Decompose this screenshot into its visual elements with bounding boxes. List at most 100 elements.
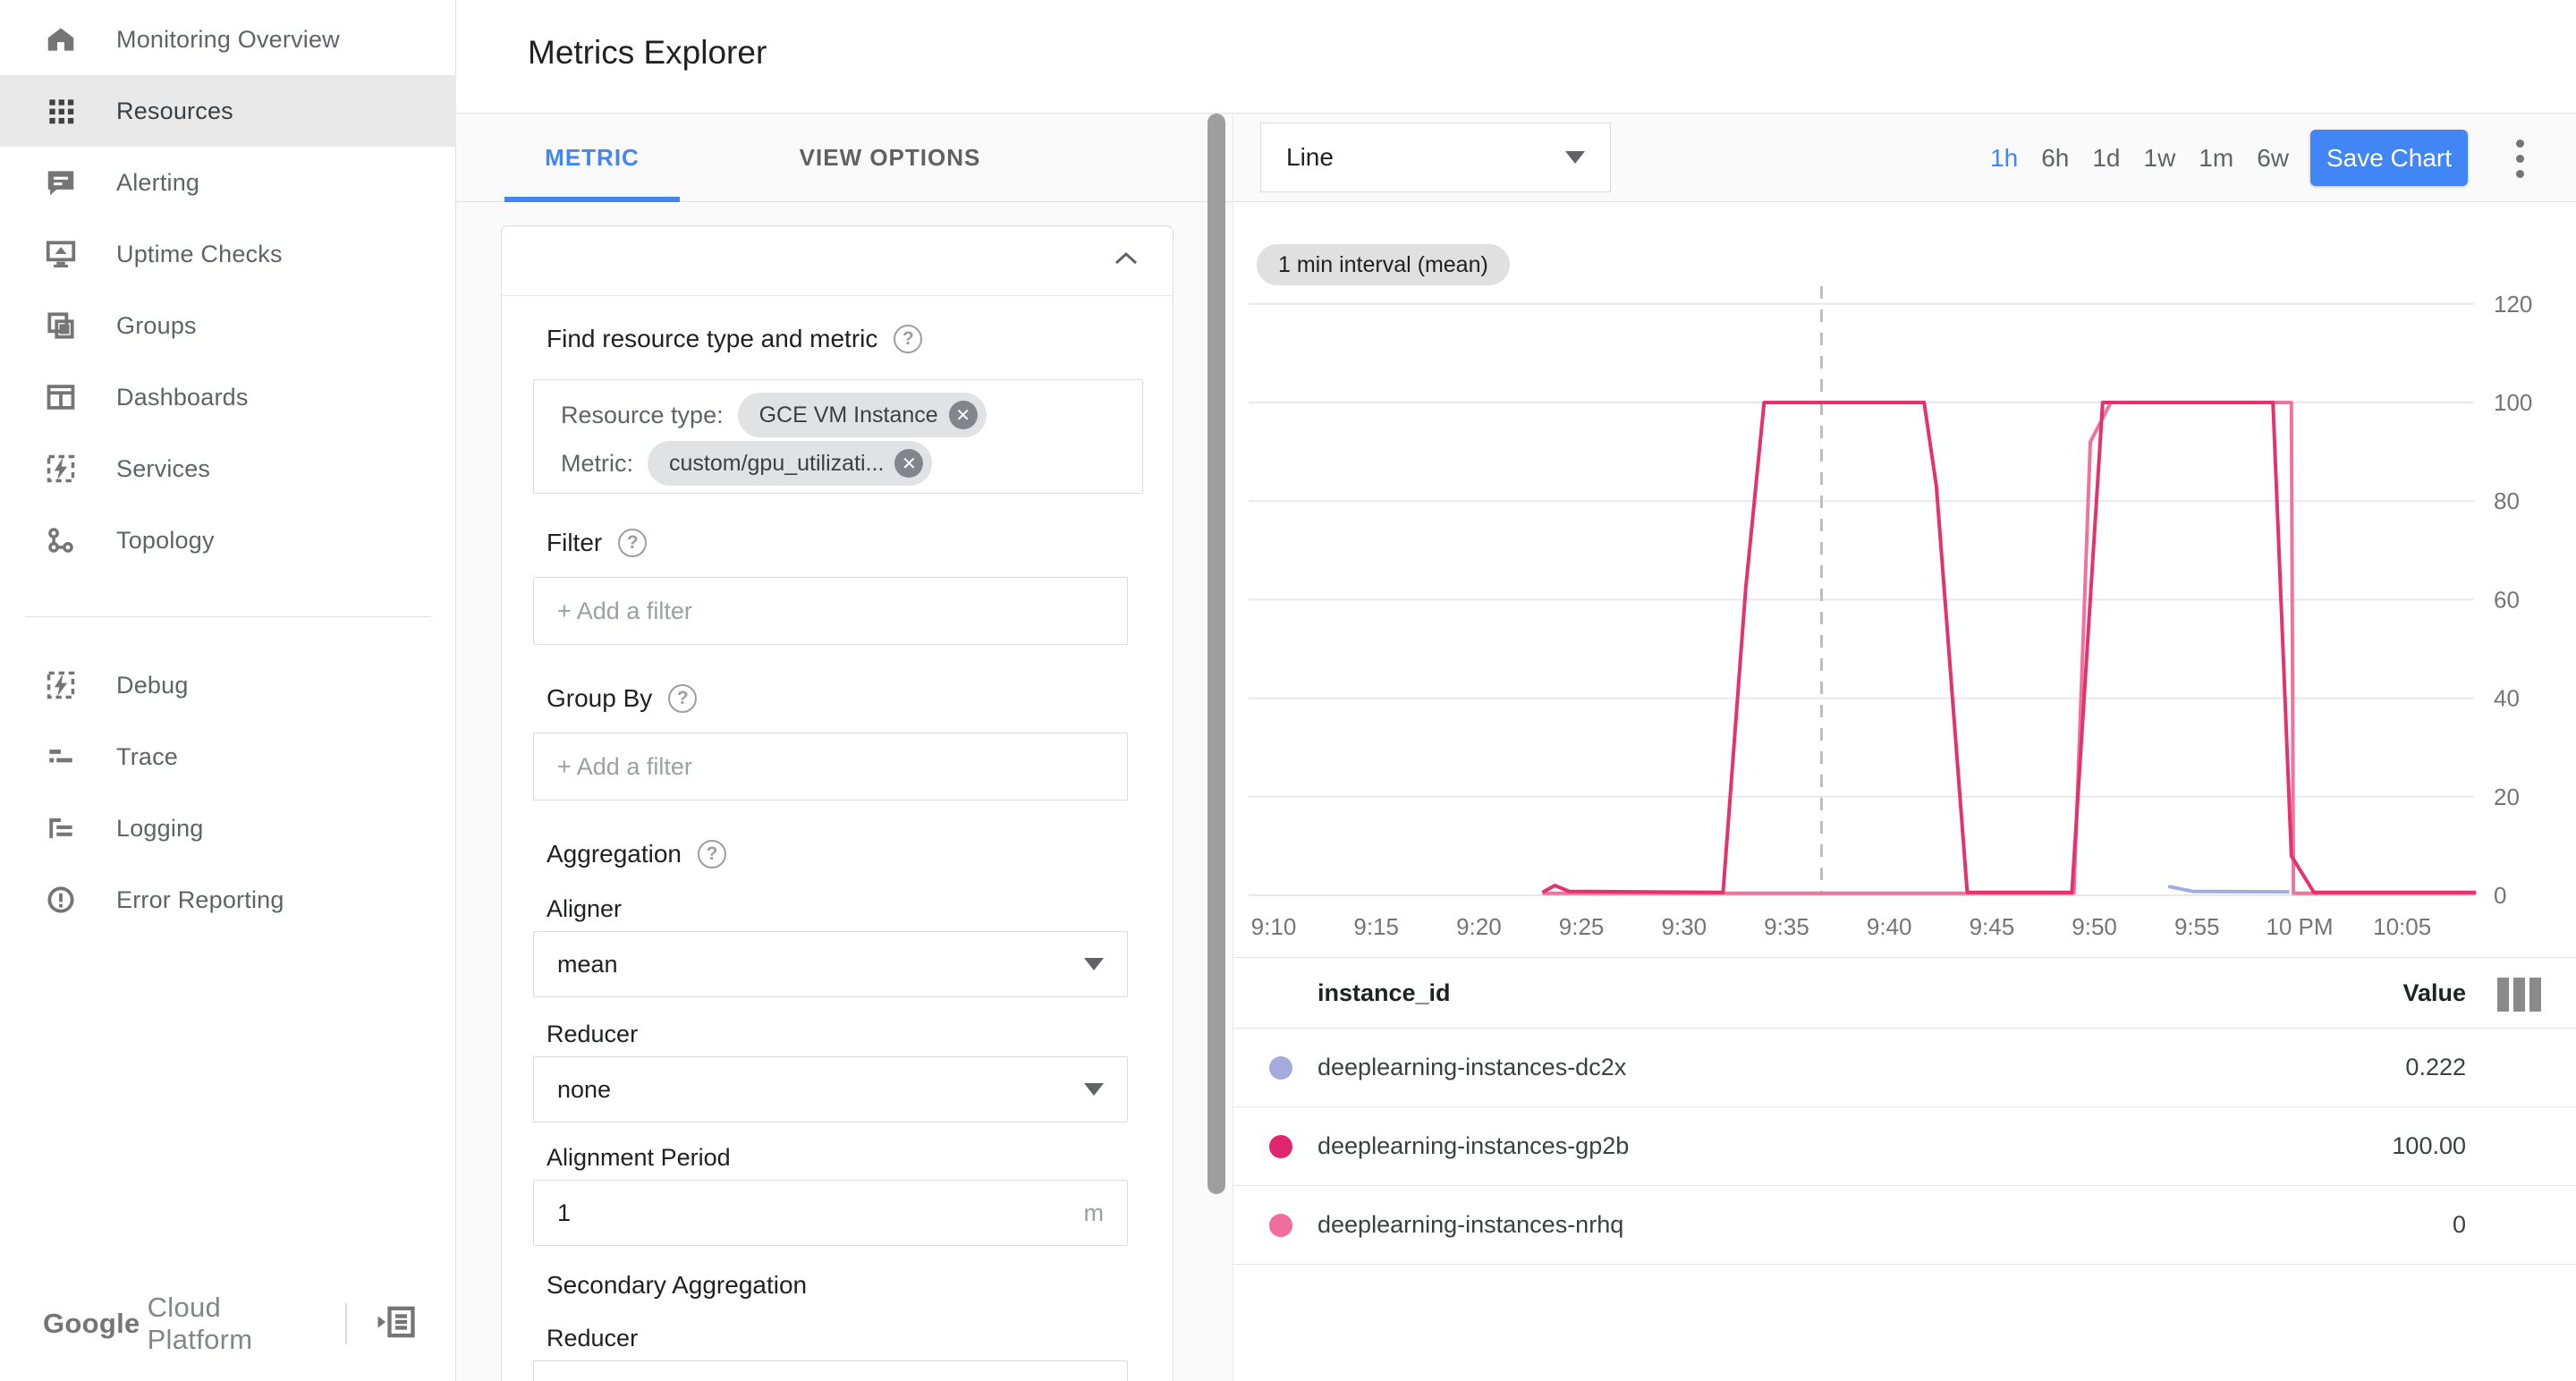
remove-resource-chip-icon[interactable]: ✕ (948, 401, 978, 429)
sidebar-item-alerting[interactable]: Alerting (0, 147, 456, 218)
sidebar-item-services[interactable]: Services (0, 433, 456, 504)
debug-bolt-icon (43, 667, 79, 703)
line-chart[interactable]: 0 20 40 60 80 100 120 9:10 9:15 9:20 9:25 9:30 9:35 9… (1249, 286, 2576, 953)
interval-badge[interactable]: 1 min interval (mean) (1257, 244, 1510, 285)
metric-card: Find resource type and metric ? Resource… (501, 225, 1174, 1381)
aggregation-label: Aggregation ? (547, 840, 727, 868)
group-by-label: Group By ? (547, 684, 698, 713)
sidebar-item-dashboards[interactable]: Dashboards (0, 361, 456, 433)
sidebar-item-label: Topology (116, 526, 215, 554)
legend-row[interactable]: deeplearning-instances-gp2b 100.00 (1233, 1107, 2576, 1186)
trace-icon (43, 739, 79, 775)
y-axis-tick-label: 100 (2494, 389, 2532, 416)
secondary-reducer-label: Reducer (547, 1325, 639, 1351)
aligner-label: Aligner (547, 895, 623, 922)
x-axis-tick-label: 9:25 (1559, 913, 1605, 940)
sidebar-item-label: Services (116, 454, 211, 482)
alignment-period-unit: m (1083, 1199, 1105, 1226)
aggregation-help-icon[interactable]: ? (698, 840, 727, 868)
sidebar-item-topology[interactable]: Topology (0, 504, 456, 576)
dashboards-icon (43, 379, 79, 415)
alignment-period-input[interactable]: 1 m (533, 1180, 1128, 1246)
sidebar-item-groups[interactable]: Groups (0, 290, 456, 361)
sidebar-item-trace[interactable]: Trace (0, 721, 456, 792)
series-color-dot (1269, 1135, 1292, 1158)
time-range-1w[interactable]: 1w (2143, 143, 2176, 172)
y-axis-tick-label: 80 (2494, 487, 2520, 514)
sidebar-item-label: Monitoring Overview (116, 25, 340, 53)
x-axis-tick-label: 9:30 (1661, 913, 1707, 940)
sidebar-item-label: Error Reporting (116, 885, 284, 913)
x-axis-tick-label: 9:50 (2072, 913, 2117, 940)
tab-view-options[interactable]: VIEW OPTIONS (799, 144, 981, 171)
sidebar-item-uptime-checks[interactable]: Uptime Checks (0, 218, 456, 290)
legend-row[interactable]: deeplearning-instances-nrhq 0 (1233, 1186, 2576, 1265)
error-reporting-icon (43, 882, 79, 918)
tab-strip: METRIC VIEW OPTIONS (456, 114, 1233, 202)
more-options-icon[interactable] (2495, 133, 2545, 183)
save-chart-button[interactable]: Save Chart (2310, 130, 2468, 186)
sidebar-item-logging[interactable]: Logging (0, 792, 456, 864)
x-axis-tick-label: 10 PM (2266, 913, 2333, 940)
secondary-aggregation-label: Secondary Aggregation (547, 1271, 808, 1299)
tab-metric[interactable]: METRIC (545, 144, 640, 171)
panel-scrollbar[interactable] (1208, 114, 1225, 1194)
sidebar-item-label: Trace (116, 742, 179, 770)
remove-metric-chip-icon[interactable]: ✕ (894, 449, 924, 478)
topology-icon (43, 522, 79, 558)
x-axis-tick-label: 9:45 (1970, 913, 2015, 940)
filter-help-icon[interactable]: ? (618, 529, 648, 557)
alert-chat-icon (43, 165, 79, 200)
x-axis-tick-label: 9:10 (1251, 913, 1297, 940)
series-line-deeplearning-instances-dc2x (2167, 885, 2290, 894)
x-axis-tick-label: 9:20 (1456, 913, 1502, 940)
y-axis-tick-label: 120 (2494, 291, 2532, 318)
time-range-6w[interactable]: 6w (2257, 143, 2289, 172)
sidebar-item-debug[interactable]: Debug (0, 649, 456, 721)
chevron-down-icon (1084, 958, 1104, 970)
series-line-deeplearning-instances-nrhq (1542, 401, 2477, 895)
chart-toolbar: Line 1h 6h 1d 1w 1m 6w Save Chart (1233, 114, 2576, 202)
collapse-card-icon[interactable] (1114, 250, 1139, 267)
metric-row: Metric: custom/gpu_utilizati... ✕ (561, 441, 933, 486)
x-axis-tick-label: 9:40 (1867, 913, 1912, 940)
chart-type-select[interactable]: Line (1260, 123, 1611, 192)
y-axis-tick-label: 20 (2494, 784, 2520, 810)
legend-value-header: Value (2402, 979, 2466, 1006)
time-range-1m[interactable]: 1m (2199, 143, 2234, 172)
resource-type-label: Resource type: (561, 401, 724, 428)
chart-panel: Line 1h 6h 1d 1w 1m 6w Save Chart 1 min inter… (1233, 114, 2576, 1381)
collapse-sidebar-icon[interactable] (372, 1299, 419, 1350)
sidebar-item-resources[interactable]: Resources (0, 75, 456, 147)
x-axis-tick-label: 10:05 (2373, 913, 2431, 940)
reducer-select[interactable]: none (533, 1056, 1128, 1123)
resource-type-row: Resource type: GCE VM Instance ✕ (561, 393, 987, 437)
resource-type-chip[interactable]: GCE VM Instance ✕ (737, 393, 987, 437)
help-icon[interactable]: ? (894, 325, 923, 353)
sidebar: Monitoring Overview Resources Alerting Upti… (0, 0, 456, 1381)
sidebar-item-error-reporting[interactable]: Error Reporting (0, 864, 456, 936)
legend-header-row: instance_id Value (1233, 957, 2576, 1029)
filter-input[interactable]: + Add a filter (533, 577, 1128, 645)
find-resource-metric-label: Find resource type and metric ? (547, 325, 923, 353)
group-by-help-icon[interactable]: ? (668, 684, 698, 713)
page-title: Metrics Explorer (528, 34, 767, 71)
time-range-1d[interactable]: 1d (2092, 143, 2121, 172)
column-picker-icon[interactable] (2497, 978, 2541, 1012)
time-range-1h[interactable]: 1h (1990, 143, 2019, 172)
time-range-6h[interactable]: 6h (2041, 143, 2070, 172)
aligner-select[interactable]: mean (533, 931, 1128, 997)
series-color-dot (1269, 1056, 1292, 1080)
sidebar-item-label: Alerting (116, 168, 200, 196)
gcp-logo-rest: Cloud Platform (147, 1292, 253, 1355)
legend-row[interactable]: deeplearning-instances-dc2x 0.222 (1233, 1029, 2576, 1107)
time-range-group: 1h 6h 1d 1w 1m 6w (1949, 114, 2289, 202)
sidebar-item-monitoring-overview[interactable]: Monitoring Overview (0, 4, 456, 75)
legend-instance-value: 0 (2452, 1211, 2466, 1238)
secondary-reducer-select[interactable]: none (533, 1360, 1128, 1381)
groups-icon (43, 308, 79, 343)
metric-chip[interactable]: custom/gpu_utilizati... ✕ (648, 441, 933, 486)
group-by-input[interactable]: + Add a filter (533, 733, 1128, 801)
sidebar-item-label: Debug (116, 671, 189, 699)
